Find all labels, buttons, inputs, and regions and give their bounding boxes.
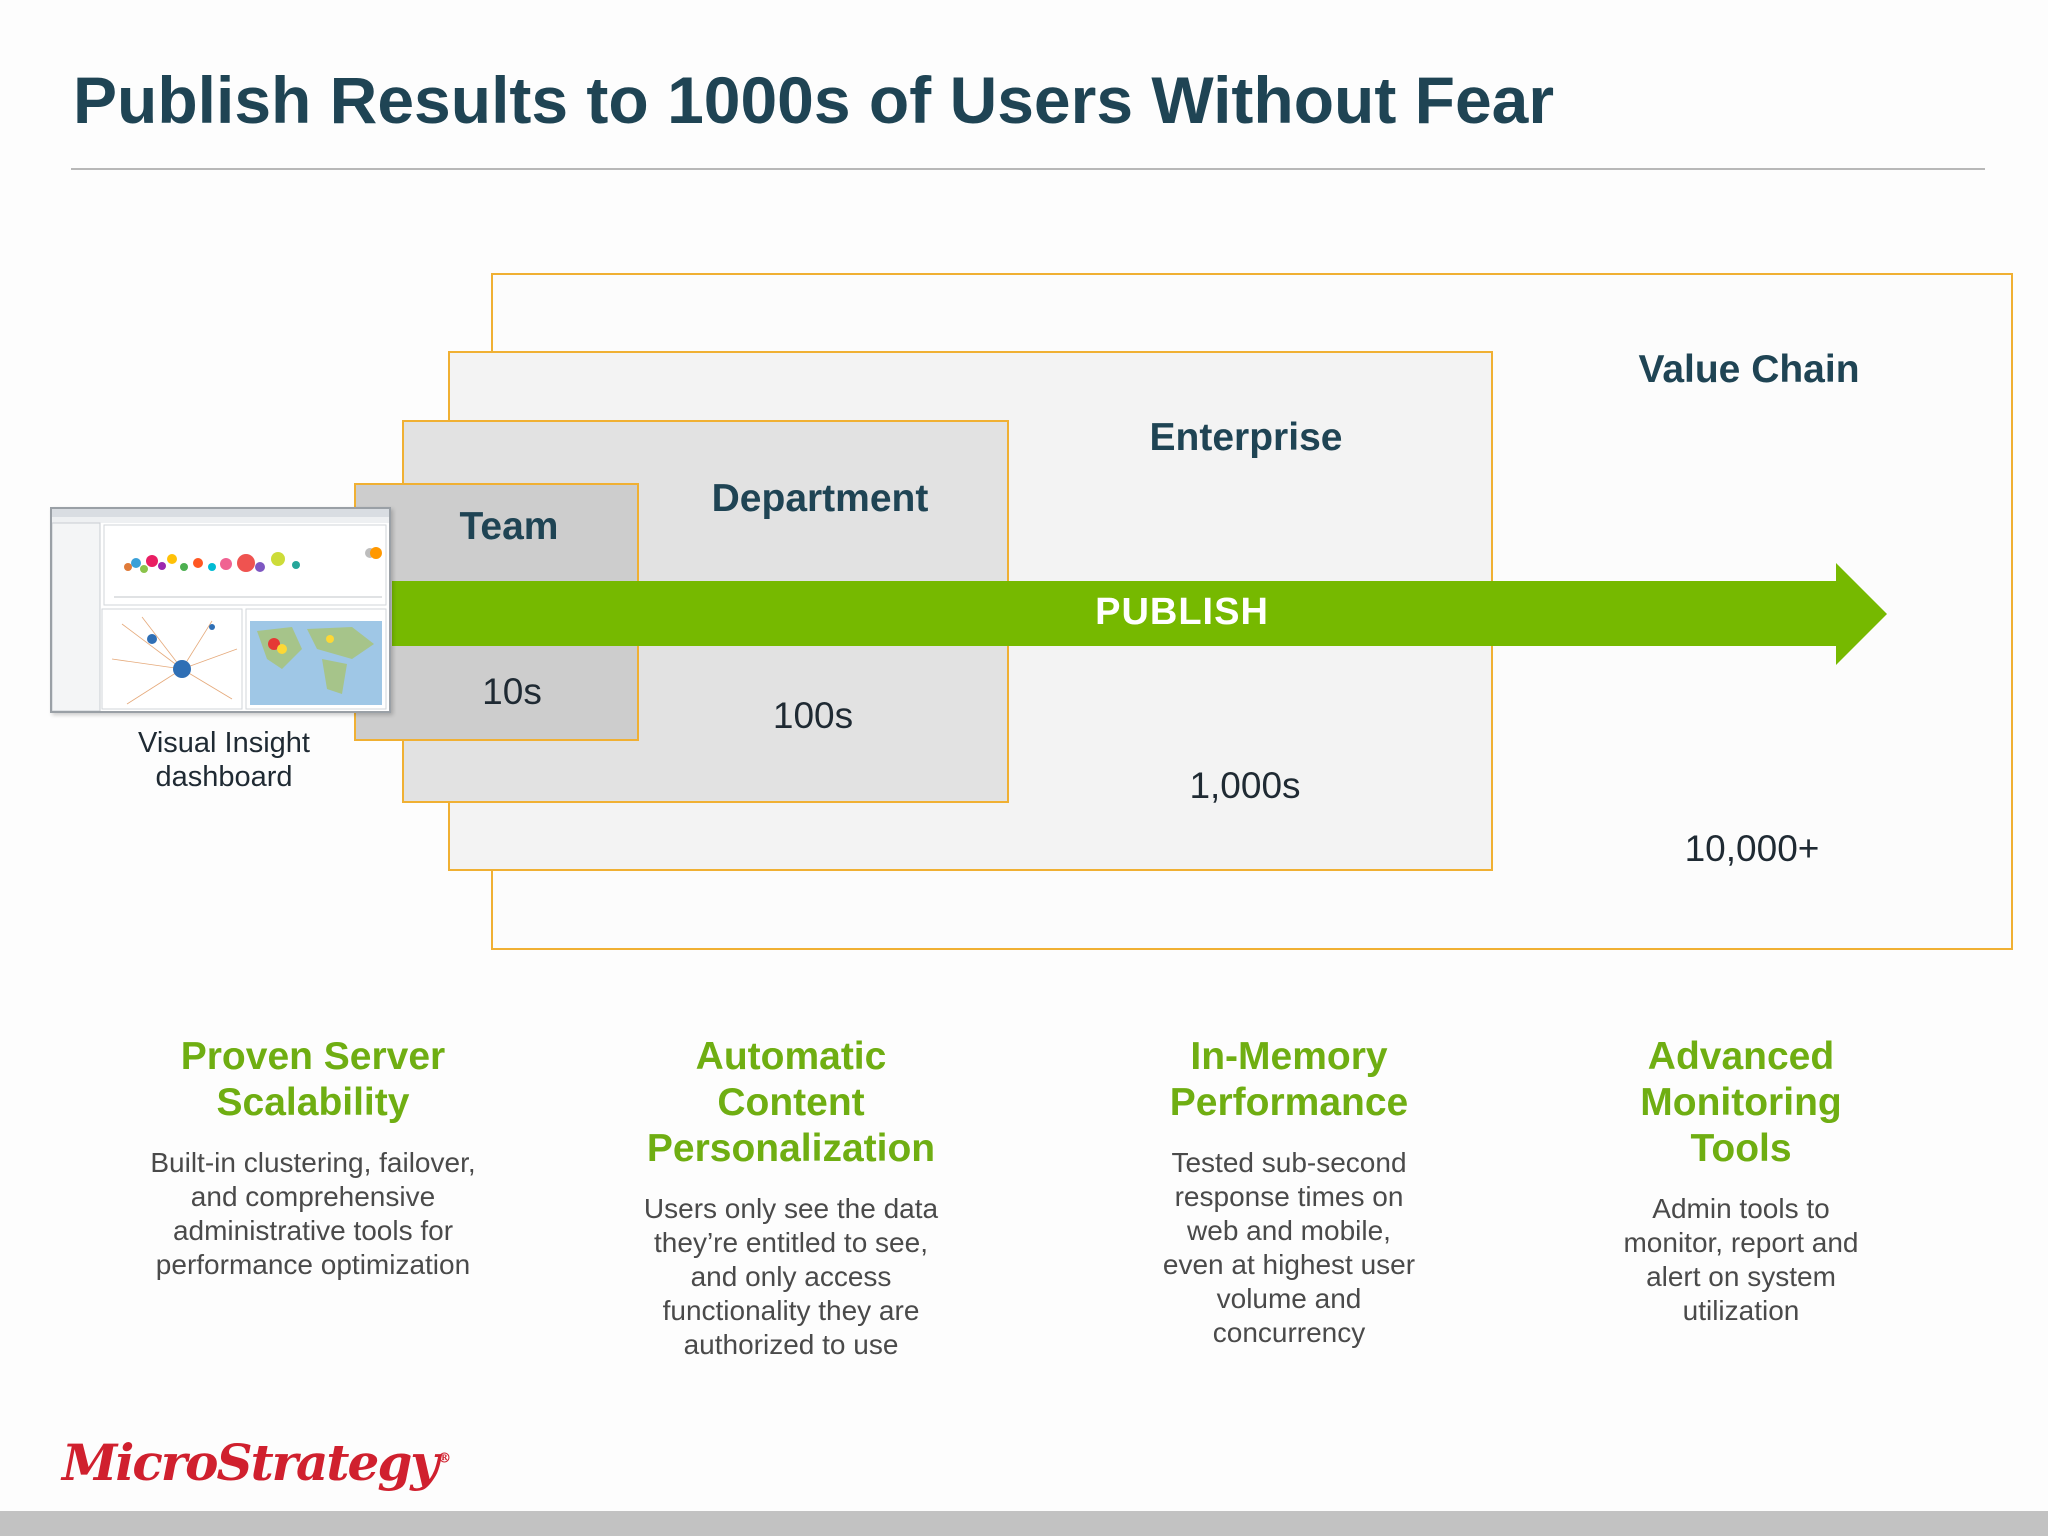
enterprise-label: Enterprise xyxy=(1149,416,1343,459)
feature-scalability: Proven Server Scalability Built-in clust… xyxy=(150,1034,475,1282)
feature-in-memory: In-Memory Performance Tested sub-second … xyxy=(1163,1034,1415,1350)
feature-description: Tested sub-second response times on web … xyxy=(1162,1147,1416,1348)
feature-title: Advanced Monitoring Tools xyxy=(1640,1035,1842,1170)
department-count: 100s xyxy=(772,695,854,736)
microstrategy-logo: MicroStrategy® xyxy=(62,1433,451,1492)
dashboard-caption-line: Visual Insight xyxy=(138,727,310,759)
feature-title: Automatic Content Personalization xyxy=(646,1035,936,1170)
page-title: Publish Results to 1000s of Users Withou… xyxy=(73,63,1555,137)
publish-label: PUBLISH xyxy=(1095,591,1269,633)
team-count: 10s xyxy=(482,671,542,712)
dashboard-caption: Visual Insight dashboard xyxy=(138,726,310,794)
value-chain-count: 10,000+ xyxy=(1684,828,1820,869)
value-chain-label: Value Chain xyxy=(1638,348,1860,391)
feature-title: Proven Server Scalability xyxy=(180,1035,446,1124)
feature-personalization: Automatic Content Personalization Users … xyxy=(644,1034,938,1362)
logo-text: MicroStrategy xyxy=(62,1433,439,1492)
feature-title: In-Memory Performance xyxy=(1169,1035,1409,1124)
feature-description: Users only see the data they’re entitled… xyxy=(643,1193,939,1360)
enterprise-count: 1,000s xyxy=(1189,765,1301,806)
feature-description: Built-in clustering, failover, and compr… xyxy=(150,1147,476,1280)
dashboard-thumbnail-icon xyxy=(50,507,391,713)
department-label: Department xyxy=(711,477,929,520)
footer-bar xyxy=(0,1511,2048,1536)
team-label: Team xyxy=(459,505,559,548)
dashboard-caption-line: dashboard xyxy=(155,761,293,793)
feature-description: Admin tools to monitor, report and alert… xyxy=(1623,1193,1859,1326)
registered-mark: ® xyxy=(437,1450,452,1467)
title-divider xyxy=(71,168,1985,170)
publish-arrow-icon xyxy=(392,563,1887,665)
feature-monitoring: Advanced Monitoring Tools Admin tools to… xyxy=(1623,1034,1858,1328)
